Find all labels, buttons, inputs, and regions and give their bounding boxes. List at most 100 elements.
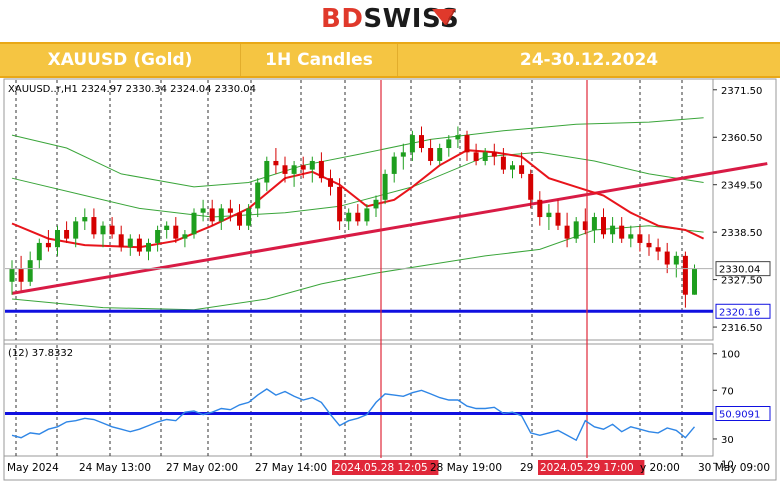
candle <box>64 221 70 243</box>
candle-body <box>601 217 606 235</box>
candle-body <box>45 242 51 248</box>
candle <box>400 143 406 170</box>
candle <box>692 264 697 295</box>
candle <box>573 217 579 243</box>
candle <box>546 204 552 230</box>
candle <box>382 169 388 205</box>
trading-chart[interactable]: 2330.04 2320.16 50.9091 2371.50 2360.50 234… <box>0 78 780 482</box>
candle-body <box>482 152 488 161</box>
candle <box>182 229 188 248</box>
candle-body <box>400 152 406 157</box>
candle-body <box>309 160 315 170</box>
candle <box>209 199 215 226</box>
candle-body <box>155 229 161 243</box>
candle <box>218 204 224 230</box>
ascending-trendline[interactable] <box>11 162 768 295</box>
y-tick-label: 2316.50 <box>721 323 762 334</box>
candle <box>9 260 15 295</box>
candle-body <box>464 135 470 153</box>
candle <box>610 217 616 243</box>
y-tick-label: 2360.50 <box>721 133 762 144</box>
event-markers[interactable] <box>380 80 588 458</box>
candle-body <box>428 148 434 161</box>
candle <box>455 126 461 149</box>
candle-body <box>264 160 270 183</box>
candle-body <box>555 212 561 226</box>
x-tick-label: 27 May 02:00 <box>166 462 238 474</box>
x-tick-label: y 20:00 <box>640 462 680 474</box>
candle <box>255 178 261 218</box>
candle-body <box>182 234 188 239</box>
candle-body <box>200 208 206 213</box>
candle <box>364 204 370 226</box>
candle <box>346 208 352 230</box>
candle <box>246 204 252 230</box>
candle-body <box>646 242 652 248</box>
candle <box>500 148 506 174</box>
candle <box>328 169 333 196</box>
banner-period: 24-30.12.2024 <box>519 50 659 70</box>
oscillator-level-tag <box>715 406 771 422</box>
candle <box>18 255 24 291</box>
candle-body <box>446 139 452 149</box>
candle-body <box>364 208 370 222</box>
support-price-label: 2320.16 <box>719 307 760 318</box>
candle <box>355 204 361 226</box>
candle <box>582 208 588 235</box>
candle <box>273 148 279 174</box>
moving-average <box>11 149 705 249</box>
price-levels[interactable]: 2330.04 2320.16 <box>5 261 771 319</box>
support-price-tag <box>715 303 771 319</box>
candle-body <box>291 165 297 174</box>
candle <box>109 217 115 239</box>
x-label-highlight <box>538 460 645 475</box>
candle <box>464 130 470 161</box>
banner-instrument: XAUUSD (Gold) <box>47 50 193 70</box>
trendline[interactable] <box>11 162 768 295</box>
candle-body <box>73 221 79 239</box>
candle <box>337 178 343 230</box>
x-label-highlight <box>332 460 439 475</box>
candle <box>555 199 561 230</box>
candle <box>55 225 60 256</box>
candle-body <box>628 234 634 239</box>
candle-body <box>109 225 115 235</box>
candle-body <box>36 242 42 261</box>
candle <box>428 139 434 166</box>
candle <box>45 229 51 252</box>
osc-y-tick-label: 10 <box>721 459 734 470</box>
candle <box>528 169 534 209</box>
candle <box>519 152 525 179</box>
candle-body <box>82 217 88 222</box>
candle <box>227 199 233 222</box>
candle <box>318 152 324 183</box>
candle <box>36 238 42 269</box>
candle <box>100 221 106 248</box>
candle <box>309 156 315 183</box>
candle-body <box>537 199 543 218</box>
candle-body <box>146 242 151 252</box>
candle <box>146 238 151 261</box>
candle-body <box>164 225 170 230</box>
candle <box>601 208 606 239</box>
candle <box>510 160 515 179</box>
candle-body <box>227 208 233 213</box>
candle <box>437 143 443 166</box>
candle-body <box>255 182 261 209</box>
candle-body <box>673 255 679 265</box>
candle-body <box>582 221 588 230</box>
x-tick-label: 28 May 19:00 <box>430 462 502 474</box>
candle-body <box>173 225 179 239</box>
oscillator-pane <box>3 343 714 457</box>
x-tick-label-highlighted: 2024.05.29 17:00 <box>540 462 634 474</box>
candle-body <box>246 208 252 226</box>
candle-body <box>455 135 461 140</box>
y-tick-label: 2371.50 <box>721 86 762 97</box>
candle-body <box>692 268 697 295</box>
candle-body <box>136 238 142 252</box>
candle <box>136 234 142 256</box>
candle-body <box>337 186 343 222</box>
candle-body <box>355 212 361 222</box>
candle-body <box>9 268 15 282</box>
candle <box>300 156 306 179</box>
